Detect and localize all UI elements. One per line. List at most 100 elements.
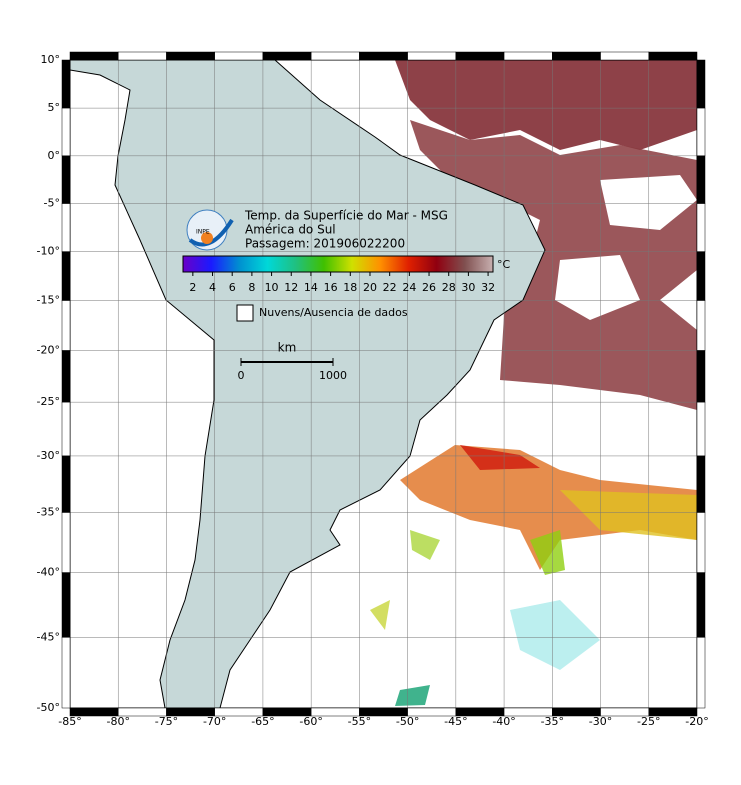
sst-patch <box>530 530 565 575</box>
x-tick-label: -30° <box>589 715 612 728</box>
border-band <box>696 401 706 457</box>
border-band <box>61 637 71 709</box>
border-band <box>696 203 706 252</box>
scale-bar: km 0 1000 <box>238 341 348 383</box>
colorbar-tick-label: 28 <box>442 281 456 294</box>
border-band <box>61 350 71 403</box>
colorbar-tick-label: 18 <box>343 281 357 294</box>
border-band <box>696 350 706 403</box>
border-band <box>552 51 601 61</box>
border-band <box>61 572 71 638</box>
scale-unit: km <box>278 341 297 355</box>
logo: INPE <box>186 209 234 251</box>
border-band <box>61 203 71 252</box>
sst-patch <box>395 685 430 706</box>
colorbar-tick-label: 32 <box>481 281 495 294</box>
sst-patch <box>395 60 697 150</box>
logo-text: INPE <box>196 229 210 236</box>
border-band <box>696 572 706 638</box>
logo-sun <box>201 232 213 244</box>
colorbar-tick-label: 12 <box>284 281 298 294</box>
sst-patch <box>510 600 600 670</box>
colorbar-ticks: 2 4 6 8 10 12 14 16 18 20 22 24 26 28 30 32 <box>189 272 495 294</box>
colorbar-tick-label: 2 <box>189 281 196 294</box>
y-tick-label: -30° <box>37 449 60 462</box>
sst-patch <box>560 490 697 540</box>
pass-label: Passagem: 201906022200 <box>245 237 405 251</box>
border-bands <box>61 51 706 717</box>
x-tick-label: -60° <box>299 715 322 728</box>
border-band <box>696 455 706 513</box>
border-band <box>166 51 215 61</box>
x-tick-label: -65° <box>251 715 274 728</box>
x-tick-label: -40° <box>492 715 515 728</box>
border-band <box>455 51 505 61</box>
border-band <box>61 512 71 573</box>
cloud-gap <box>555 255 640 320</box>
legend-swatch <box>236 304 254 322</box>
border-band <box>61 155 71 204</box>
border-band <box>359 51 408 61</box>
y-tick-label: 10° <box>41 53 61 66</box>
map-title: Temp. da Superfície do Mar - MSG <box>244 209 448 223</box>
border-band <box>696 637 706 709</box>
border-band <box>61 59 71 109</box>
colorbar-tick-label: 24 <box>402 281 416 294</box>
y-tick-label: 5° <box>48 101 61 114</box>
colorbar-tick-label: 10 <box>265 281 279 294</box>
colorbar-tick-label: 26 <box>422 281 436 294</box>
border-band <box>310 51 360 61</box>
colorbar <box>182 255 494 273</box>
x-tick-label: -20° <box>685 715 708 728</box>
y-tick-label: -15° <box>37 294 60 307</box>
cloud-gap <box>600 175 697 230</box>
y-tick-label: -50° <box>37 701 60 714</box>
border-band <box>648 707 698 717</box>
border-band <box>696 107 706 157</box>
x-tick-label: -45° <box>444 715 467 728</box>
border-band <box>69 51 119 61</box>
border-band <box>61 300 71 351</box>
y-tick-label: -20° <box>37 344 60 357</box>
border-band <box>600 51 650 61</box>
y-tick-label: -10° <box>37 245 60 258</box>
colorbar-tick-label: 4 <box>209 281 216 294</box>
colorbar-tick-label: 14 <box>304 281 318 294</box>
colorbar-tick-label: 16 <box>324 281 338 294</box>
sst-patch <box>370 600 390 630</box>
border-band <box>214 51 264 61</box>
border-band <box>503 51 553 61</box>
y-tick-label: -40° <box>37 566 60 579</box>
colorbar-tick-label: 30 <box>461 281 475 294</box>
border-band <box>696 512 706 573</box>
colorbar-tick-label: 8 <box>248 281 255 294</box>
border-band <box>61 107 71 157</box>
scale-label: 1000 <box>319 369 347 382</box>
y-tick-label: -35° <box>37 505 60 518</box>
border-band <box>117 51 167 61</box>
y-tick-label: -45° <box>37 630 60 643</box>
y-tick-label: 0° <box>48 149 61 162</box>
border-band <box>696 300 706 351</box>
sst-patch <box>400 445 697 570</box>
x-tick-label: -85° <box>58 715 81 728</box>
border-band <box>696 155 706 204</box>
x-tick-label: -70° <box>203 715 226 728</box>
sst-patch <box>460 445 540 470</box>
y-tick-label: -5° <box>44 197 60 210</box>
x-tick-label: -80° <box>106 715 129 728</box>
border-band <box>696 251 706 301</box>
x-tick-label: -75° <box>155 715 178 728</box>
map-subtitle: América do Sul <box>245 223 336 237</box>
sst-patch <box>410 530 440 560</box>
y-tick-label: -25° <box>37 395 60 408</box>
x-tick-label: -50° <box>396 715 419 728</box>
scale-label: 0 <box>238 369 245 382</box>
x-tick-label: -35° <box>541 715 564 728</box>
legend-label: Nuvens/Ausencia de dados <box>259 306 408 319</box>
border-band <box>61 251 71 301</box>
colorbar-tick-label: 22 <box>383 281 397 294</box>
colorbar-tick-label: 20 <box>363 281 377 294</box>
border-band <box>696 59 706 109</box>
